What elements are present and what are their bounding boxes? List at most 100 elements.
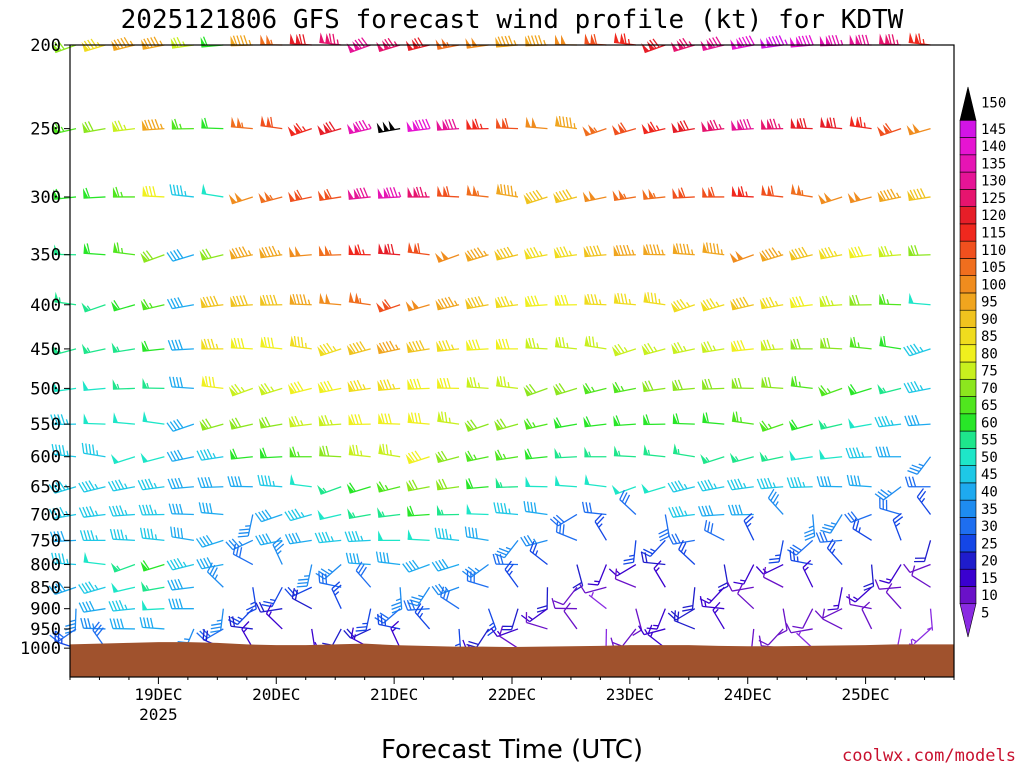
wind-barb	[391, 587, 403, 614]
wind-barb	[525, 476, 548, 488]
plot-area	[70, 45, 954, 677]
wind-barb	[232, 543, 254, 566]
colorbar-label: 100	[981, 277, 1006, 293]
wind-barb	[407, 242, 430, 256]
wind-barb	[879, 293, 902, 306]
wind-barb	[108, 599, 136, 612]
wind-barb	[347, 379, 371, 393]
wind-barb	[789, 296, 813, 309]
wind-barb	[555, 521, 578, 541]
wind-barb	[378, 443, 401, 458]
wind-barb	[111, 120, 136, 132]
wind-barb	[198, 502, 224, 516]
wind-barb	[908, 292, 931, 306]
wind-barb	[682, 587, 696, 612]
wind-barb	[729, 452, 754, 464]
y-tick-label: 300	[30, 188, 61, 208]
wind-barb	[142, 185, 165, 198]
wind-barb	[229, 448, 253, 460]
wind-barb	[139, 617, 165, 630]
colorbar-label: 35	[981, 502, 998, 518]
x-axis-label: Forecast Time (UTC)	[381, 735, 643, 765]
colorbar-label: 55	[981, 433, 998, 449]
wind-barb	[466, 503, 489, 516]
wind-barb	[260, 34, 283, 46]
wind-barb	[109, 618, 135, 630]
wind-barb	[210, 608, 224, 633]
wind-barb	[911, 565, 931, 588]
wind-barb	[346, 482, 371, 494]
wind-barb	[729, 250, 754, 263]
wind-barb	[439, 586, 460, 610]
wind-barb	[819, 35, 844, 47]
wind-barb	[877, 188, 902, 203]
wind-barb	[494, 449, 519, 461]
wind-barb	[254, 509, 283, 523]
wind-barb	[611, 122, 637, 136]
wind-barb	[402, 559, 430, 573]
wind-barb	[524, 295, 548, 307]
wind-barb	[289, 293, 312, 306]
wind-barb	[672, 187, 695, 199]
wind-barb	[496, 183, 519, 198]
wind-barb	[166, 297, 194, 310]
wind-barb	[612, 381, 636, 394]
wind-barb	[464, 526, 489, 541]
wind-barb	[259, 245, 283, 259]
x-tick-label: 21DEC	[370, 685, 418, 704]
wind-barb	[821, 608, 843, 630]
colorbar-swatch	[959, 378, 977, 397]
wind-barb	[494, 296, 519, 309]
colorbar-swatch	[959, 344, 977, 363]
wind-barb	[378, 243, 401, 256]
wind-barb	[906, 123, 931, 136]
wind-barb	[318, 245, 342, 257]
wind-barb	[169, 184, 194, 198]
wind-barb	[376, 37, 401, 53]
wind-barb	[494, 418, 519, 431]
colorbar-swatch	[959, 430, 977, 449]
wind-barb	[730, 339, 754, 352]
chart-title: 2025121806 GFS forecast wind profile (kt…	[121, 5, 904, 35]
wind-barb	[48, 582, 77, 596]
wind-barb	[318, 572, 342, 588]
wind-barb	[344, 530, 371, 543]
wind-barb	[265, 604, 283, 630]
wind-barb	[907, 188, 931, 202]
wind-barb	[317, 380, 342, 394]
wind-barb	[670, 298, 696, 313]
wind-barb	[553, 417, 578, 429]
wind-barb	[523, 246, 548, 260]
y-tick-label: 950	[30, 620, 61, 640]
wind-barb	[879, 564, 902, 584]
wind-barb	[588, 591, 607, 610]
wind-barb	[787, 539, 814, 556]
colorbar-swatch	[959, 258, 977, 276]
wind-barb	[466, 376, 489, 390]
colorbar-label: 140	[981, 139, 1006, 155]
wind-barb	[672, 443, 695, 458]
wind-barb	[141, 340, 165, 352]
x-tick-label: 24DEC	[724, 685, 772, 704]
credit-text: coolwx.com/models	[842, 746, 1016, 766]
wind-barb	[107, 479, 136, 492]
x-tick-label: 22DEC	[488, 685, 536, 704]
wind-barb	[405, 450, 430, 465]
wind-barb	[168, 503, 194, 516]
y-tick-label: 600	[30, 448, 61, 468]
wind-barb	[671, 342, 695, 355]
wind-barb	[849, 115, 872, 130]
wind-barb	[81, 302, 106, 313]
colorbar-label: 90	[981, 312, 998, 328]
colorbar-label: 115	[981, 226, 1006, 242]
y-tick-label: 250	[30, 120, 61, 140]
wind-barb	[523, 501, 548, 516]
wind-barb	[289, 446, 312, 458]
wind-barb	[553, 586, 578, 606]
wind-barb	[632, 608, 643, 636]
wind-barb	[78, 600, 106, 613]
wind-barb	[82, 380, 106, 391]
wind-barb	[641, 483, 666, 494]
wind-barb	[737, 584, 755, 610]
wind-barb	[658, 514, 670, 542]
